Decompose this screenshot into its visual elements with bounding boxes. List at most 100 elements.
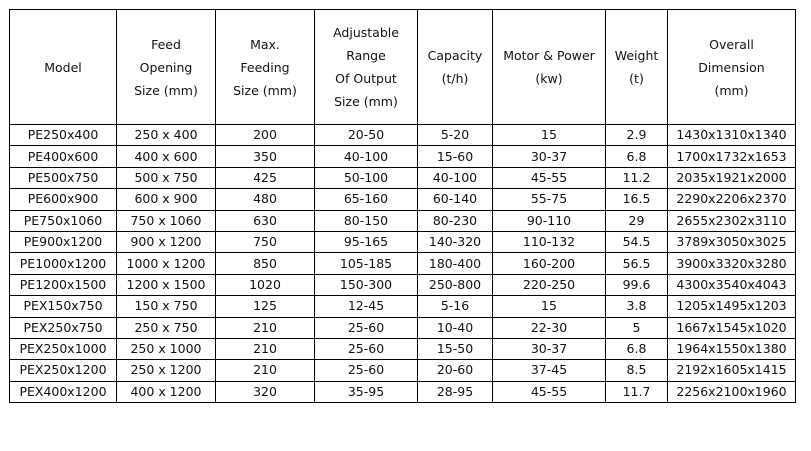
header-max-feeding: Max. Feeding Size (mm) bbox=[215, 9, 315, 125]
table-cell: 1020 bbox=[215, 273, 315, 297]
table-cell: 15-60 bbox=[417, 145, 493, 168]
table-cell: PE250x400 bbox=[9, 123, 117, 147]
table-row: PEX400x1200 400 x 1200 320 35-95 28-95 45-55 1… bbox=[9, 380, 796, 404]
table-row: PE750x1060 750 x 1060 630 80-150 80-230 90-11… bbox=[9, 209, 796, 232]
table-row: PE600x900 600 x 900 480 65-160 60-140 55-75 16… bbox=[9, 188, 796, 211]
table-cell: 2256x2100x1960 bbox=[667, 380, 796, 404]
table-cell: PEX250x1200 bbox=[9, 359, 117, 382]
table-cell: 750 bbox=[215, 230, 315, 254]
header-line: Opening bbox=[139, 59, 193, 75]
table-cell: 150-300 bbox=[314, 273, 418, 297]
table-cell: 30-37 bbox=[492, 145, 606, 168]
table-cell: 210 bbox=[215, 316, 315, 339]
table-cell: 2192x1605x1415 bbox=[667, 359, 796, 382]
table-cell: 37-45 bbox=[492, 359, 606, 382]
table-cell: PE1200x1500 bbox=[9, 273, 117, 297]
table-cell: 1667x1545x1020 bbox=[667, 316, 796, 339]
table-cell: 400 x 1200 bbox=[116, 380, 216, 404]
header-line: Size (mm) bbox=[233, 82, 297, 98]
table-cell: 1200 x 1500 bbox=[116, 273, 216, 297]
table-cell: 12-45 bbox=[314, 295, 418, 318]
table-cell: 3.8 bbox=[605, 295, 668, 318]
table-cell: PE500x750 bbox=[9, 166, 117, 190]
table-cell: PE900x1200 bbox=[9, 230, 117, 254]
table-cell: PE600x900 bbox=[9, 188, 117, 211]
table-cell: 45-55 bbox=[492, 166, 606, 190]
header-line: Capacity bbox=[427, 48, 483, 63]
header-line: Model bbox=[44, 59, 82, 75]
header-line: Size (mm) bbox=[334, 94, 398, 109]
table-cell: 750 x 1060 bbox=[116, 209, 216, 232]
table-cell: 600 x 900 bbox=[116, 188, 216, 211]
header-motor-power: Motor & Power (kw) bbox=[492, 9, 606, 125]
table-row: PE1000x1200 1000 x 1200 850 105-185 180-400 1… bbox=[9, 252, 796, 275]
header-weight: Weight (t) bbox=[605, 9, 668, 125]
table-cell: 40-100 bbox=[417, 166, 493, 190]
table-cell: 320 bbox=[215, 380, 315, 404]
header-line: Motor & Power bbox=[503, 48, 595, 63]
table-cell: 60-140 bbox=[417, 188, 493, 211]
table-row: PE500x750 500 x 750 425 50-100 40-100 45-55 11… bbox=[9, 166, 796, 190]
table-cell: 25-60 bbox=[314, 316, 418, 339]
table-cell: 8.5 bbox=[605, 359, 668, 382]
table-cell: 20-60 bbox=[417, 359, 493, 382]
table-cell: 250 x 1000 bbox=[116, 337, 216, 361]
table-cell: 6.8 bbox=[605, 145, 668, 168]
table-cell: 2655x2302x3110 bbox=[667, 209, 796, 232]
table-cell: 16.5 bbox=[605, 188, 668, 211]
table-cell: 20-50 bbox=[314, 123, 418, 147]
table-cell: 35-95 bbox=[314, 380, 418, 404]
table-cell: 1964x1550x1380 bbox=[667, 337, 796, 361]
table-row: PE900x1200 900 x 1200 750 95-165 140-320 110-… bbox=[9, 230, 796, 254]
table-cell: 250 x 750 bbox=[116, 316, 216, 339]
table-cell: 11.7 bbox=[605, 380, 668, 404]
table-cell: PE400x600 bbox=[9, 145, 117, 168]
table-cell: 1000 x 1200 bbox=[116, 252, 216, 275]
table-cell: 110-132 bbox=[492, 230, 606, 254]
header-model: Model bbox=[9, 9, 117, 125]
table-cell: 425 bbox=[215, 166, 315, 190]
table-cell: 22-30 bbox=[492, 316, 606, 339]
table-cell: 65-160 bbox=[314, 188, 418, 211]
table-cell: PEX250x750 bbox=[9, 316, 117, 339]
header-line: Feed bbox=[151, 36, 181, 52]
table-cell: 56.5 bbox=[605, 252, 668, 275]
table-cell: 3900x3320x3280 bbox=[667, 252, 796, 275]
table-cell: 29 bbox=[605, 209, 668, 232]
header-line: Dimension bbox=[698, 59, 765, 75]
table-cell: 15-50 bbox=[417, 337, 493, 361]
header-row: Model Feed Opening Size (mm) Max. Feeding Size… bbox=[9, 9, 796, 125]
table-cell: 11.2 bbox=[605, 166, 668, 190]
header-output-range: Adjustable Range Of Output Size (mm) bbox=[314, 9, 418, 125]
table-cell: 160-200 bbox=[492, 252, 606, 275]
table-cell: 105-185 bbox=[314, 252, 418, 275]
table-cell: 850 bbox=[215, 252, 315, 275]
table-cell: 3789x3050x3025 bbox=[667, 230, 796, 254]
header-line: Weight bbox=[614, 48, 659, 63]
table-cell: 55-75 bbox=[492, 188, 606, 211]
table-cell: 900 x 1200 bbox=[116, 230, 216, 254]
table-body: PE250x400 250 x 400 200 20-50 5-20 15 2.9 1430x… bbox=[9, 123, 796, 404]
table-row: PE250x400 250 x 400 200 20-50 5-20 15 2.9 1430x… bbox=[9, 123, 796, 147]
table-cell: PE1000x1200 bbox=[9, 252, 117, 275]
table-row: PEX250x750 250 x 750 210 25-60 10-40 22-30 5 16… bbox=[9, 316, 796, 339]
table-row: PE400x600 400 x 600 350 40-100 15-60 30-37 6.8… bbox=[9, 145, 796, 168]
table-cell: 220-250 bbox=[492, 273, 606, 297]
table-cell: PEX250x1000 bbox=[9, 337, 117, 361]
header-feed-opening: Feed Opening Size (mm) bbox=[116, 9, 216, 125]
header-line: Overall bbox=[709, 36, 754, 52]
table-cell: 10-40 bbox=[417, 316, 493, 339]
table-cell: 28-95 bbox=[417, 380, 493, 404]
header-line: (kw) bbox=[535, 71, 563, 86]
table-cell: 99.6 bbox=[605, 273, 668, 297]
table-cell: 630 bbox=[215, 209, 315, 232]
table-cell: 5-20 bbox=[417, 123, 493, 147]
table-cell: 480 bbox=[215, 188, 315, 211]
header-line: Max. bbox=[250, 36, 280, 52]
table-cell: PEX150x750 bbox=[9, 295, 117, 318]
header-line: Size (mm) bbox=[134, 82, 198, 98]
table-cell: 350 bbox=[215, 145, 315, 168]
table-cell: 250 x 1200 bbox=[116, 359, 216, 382]
table-cell: 25-60 bbox=[314, 337, 418, 361]
table-cell: 4300x3540x4043 bbox=[667, 273, 796, 297]
